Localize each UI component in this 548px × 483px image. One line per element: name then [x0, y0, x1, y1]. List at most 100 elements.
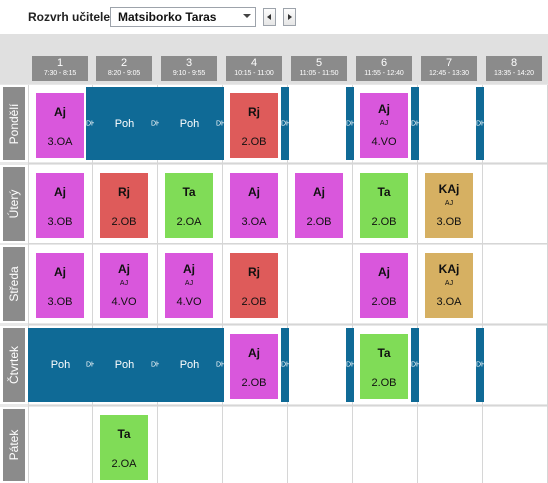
duty-dh-marker[interactable]: DH: [216, 328, 224, 402]
period-number: 1: [56, 57, 64, 69]
duty-dh-marker[interactable]: DH: [411, 87, 419, 160]
day-header-1: Úterý: [3, 167, 25, 241]
period-header-7: 7 12:45 - 13:30: [421, 56, 477, 81]
day-header-2: Středa: [3, 247, 25, 321]
lesson-group: AJ: [184, 280, 194, 287]
arrow-right-icon: [288, 14, 292, 20]
lesson-card[interactable]: Aj AJ 4.VO: [360, 93, 408, 158]
duty-dh-label: DH: [281, 361, 289, 369]
period-time: 11:05 - 11:50: [299, 70, 339, 77]
duty-dh-marker[interactable]: DH: [86, 328, 94, 402]
lesson-card[interactable]: KAj AJ 3.OA: [425, 253, 473, 318]
lesson-subject: KAj: [438, 262, 460, 276]
day-header-3: Čtvrtek: [3, 328, 25, 402]
period-time: 7:30 - 8:15: [43, 70, 77, 77]
lesson-class: 4.VO: [371, 136, 397, 148]
duty-dh-label: DH: [476, 361, 484, 369]
period-number: 5: [315, 57, 323, 69]
lesson-subject: Aj: [183, 262, 195, 276]
lesson-subject: Rj: [248, 105, 260, 119]
lesson-card[interactable]: Aj 2.OB: [360, 253, 408, 318]
duty-dh-label: DH: [476, 120, 484, 127]
period-time: 13:35 - 14:20: [494, 70, 534, 77]
grid-column-line: [352, 85, 353, 483]
grid-row-line: [28, 163, 548, 164]
period-time: 11:55 - 12:40: [364, 70, 404, 77]
duty-dh-marker[interactable]: DH: [216, 87, 224, 160]
lesson-card[interactable]: Aj AJ 4.VO: [165, 253, 213, 318]
lesson-subject: Aj: [54, 105, 66, 119]
period-number: 8: [510, 57, 518, 69]
duty-dh-marker[interactable]: DH: [411, 328, 419, 402]
lesson-class: 2.OB: [306, 216, 332, 228]
lesson-class: 2.OB: [241, 296, 267, 308]
period-header-4: 4 10:15 - 11:00: [226, 56, 282, 81]
day-label: Středa: [7, 266, 21, 302]
period-header-5: 5 11:05 - 11:50: [291, 56, 347, 81]
lesson-group: AJ: [119, 280, 129, 287]
duty-dh-marker[interactable]: DH: [281, 87, 289, 160]
lesson-card[interactable]: KAj AJ 3.OB: [425, 173, 473, 238]
duty-dh-marker[interactable]: DH: [476, 328, 484, 402]
day-header-4: Pátek: [3, 409, 25, 481]
duty-dh-label: DH: [151, 120, 159, 127]
lesson-subject: Aj: [378, 102, 390, 116]
lesson-card[interactable]: Ta 2.OB: [360, 334, 408, 399]
duty-dh-marker[interactable]: DH: [151, 87, 159, 160]
chevron-down-icon: [243, 14, 251, 18]
duty-dh-label: DH: [86, 120, 94, 127]
duty-dh-label: DH: [151, 361, 159, 369]
duty-label: Poh: [179, 117, 200, 130]
period-number: 3: [185, 57, 193, 69]
lesson-class: 3.OB: [47, 296, 73, 308]
duty-dh-marker[interactable]: DH: [346, 328, 354, 402]
duty-label: Poh: [114, 117, 135, 130]
lesson-card[interactable]: Ta 2.OA: [100, 415, 148, 480]
duty-label: Poh: [114, 359, 135, 371]
lesson-card[interactable]: Rj 2.OB: [230, 253, 278, 318]
teacher-label: Rozvrh učitele:: [28, 10, 115, 24]
duty-dh-marker[interactable]: DH: [476, 87, 484, 160]
lesson-card[interactable]: Aj 3.OB: [36, 253, 84, 318]
lesson-card[interactable]: Aj 3.OA: [230, 173, 278, 238]
lesson-subject: Aj: [248, 185, 260, 199]
lesson-card[interactable]: Aj 3.OA: [36, 93, 84, 158]
lesson-card[interactable]: Aj AJ 4.VO: [100, 253, 148, 318]
duty-dh-label: DH: [216, 120, 224, 127]
period-header-6: 6 11:55 - 12:40: [356, 56, 412, 81]
teacher-select-value: Matsiborko Taras: [118, 10, 217, 24]
duty-band[interactable]: Poh Poh Poh: [28, 328, 222, 402]
lesson-subject: Ta: [377, 346, 391, 360]
next-teacher-button[interactable]: [283, 8, 296, 26]
lesson-card[interactable]: Rj 2.OB: [100, 173, 148, 238]
duty-dh-marker[interactable]: DH: [346, 87, 354, 160]
day-row-4: [0, 407, 548, 483]
previous-teacher-button[interactable]: [263, 8, 276, 26]
duty-dh-marker[interactable]: DH: [86, 87, 94, 160]
lesson-class: 2.OB: [371, 377, 397, 389]
duty-dh-marker[interactable]: DH: [151, 328, 159, 402]
duty-label: Poh: [50, 359, 71, 371]
lesson-class: 3.OA: [47, 136, 73, 148]
teacher-select[interactable]: Matsiborko Taras: [110, 7, 256, 27]
day-label: Úterý: [7, 189, 21, 219]
lesson-subject: Ta: [377, 185, 391, 199]
lesson-class: 2.OB: [371, 296, 397, 308]
duty-dh-marker[interactable]: DH: [281, 328, 289, 402]
lesson-card[interactable]: Aj 3.OB: [36, 173, 84, 238]
lesson-group: AJ: [379, 120, 389, 127]
lesson-card[interactable]: Aj 2.OB: [295, 173, 343, 238]
lesson-class: 3.OA: [436, 296, 462, 308]
grid-column-line: [28, 85, 29, 483]
arrow-left-icon: [267, 14, 271, 20]
duty-dh-label: DH: [346, 361, 354, 369]
period-time: 10:15 - 11:00: [234, 70, 274, 77]
lesson-subject: Rj: [248, 265, 260, 279]
lesson-card[interactable]: Rj 2.OB: [230, 93, 278, 158]
lesson-subject: Aj: [118, 262, 130, 276]
lesson-card[interactable]: Ta 2.OB: [360, 173, 408, 238]
lesson-class: 3.OB: [47, 216, 73, 228]
period-time: 8:20 - 9:05: [107, 70, 141, 77]
lesson-card[interactable]: Ta 2.OA: [165, 173, 213, 238]
lesson-card[interactable]: Aj 2.OB: [230, 334, 278, 399]
